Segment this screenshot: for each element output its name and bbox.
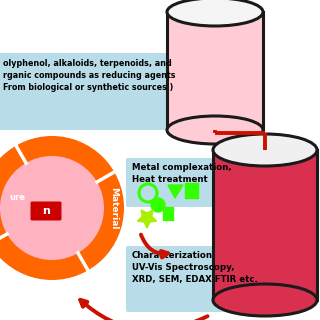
Polygon shape bbox=[213, 150, 317, 300]
Polygon shape bbox=[167, 12, 263, 130]
Ellipse shape bbox=[167, 116, 263, 144]
Polygon shape bbox=[168, 185, 183, 198]
FancyBboxPatch shape bbox=[126, 246, 278, 312]
Polygon shape bbox=[185, 183, 198, 198]
FancyBboxPatch shape bbox=[0, 53, 175, 130]
Circle shape bbox=[0, 156, 104, 260]
Text: ure: ure bbox=[9, 194, 25, 203]
Text: olyphenol, alkaloids, terpenoids, and
rganic compounds as reducing agents
From b: olyphenol, alkaloids, terpenoids, and rg… bbox=[3, 59, 175, 92]
FancyArrowPatch shape bbox=[141, 235, 168, 258]
Text: Characterization
UV-Vis Spectroscopy,
XRD, SEM, EDAX FTIR etc.: Characterization UV-Vis Spectroscopy, XR… bbox=[132, 251, 258, 284]
Ellipse shape bbox=[167, 0, 263, 26]
FancyArrowPatch shape bbox=[80, 300, 207, 320]
Text: Metal complexation,
Heat treatment: Metal complexation, Heat treatment bbox=[132, 163, 232, 184]
Text: n: n bbox=[42, 206, 50, 216]
FancyBboxPatch shape bbox=[126, 158, 248, 207]
Polygon shape bbox=[138, 210, 156, 228]
Polygon shape bbox=[163, 207, 173, 220]
Text: Material: Material bbox=[109, 187, 118, 229]
FancyBboxPatch shape bbox=[30, 202, 61, 220]
Circle shape bbox=[151, 198, 165, 212]
Ellipse shape bbox=[213, 134, 317, 166]
Ellipse shape bbox=[213, 284, 317, 316]
Circle shape bbox=[0, 136, 124, 280]
